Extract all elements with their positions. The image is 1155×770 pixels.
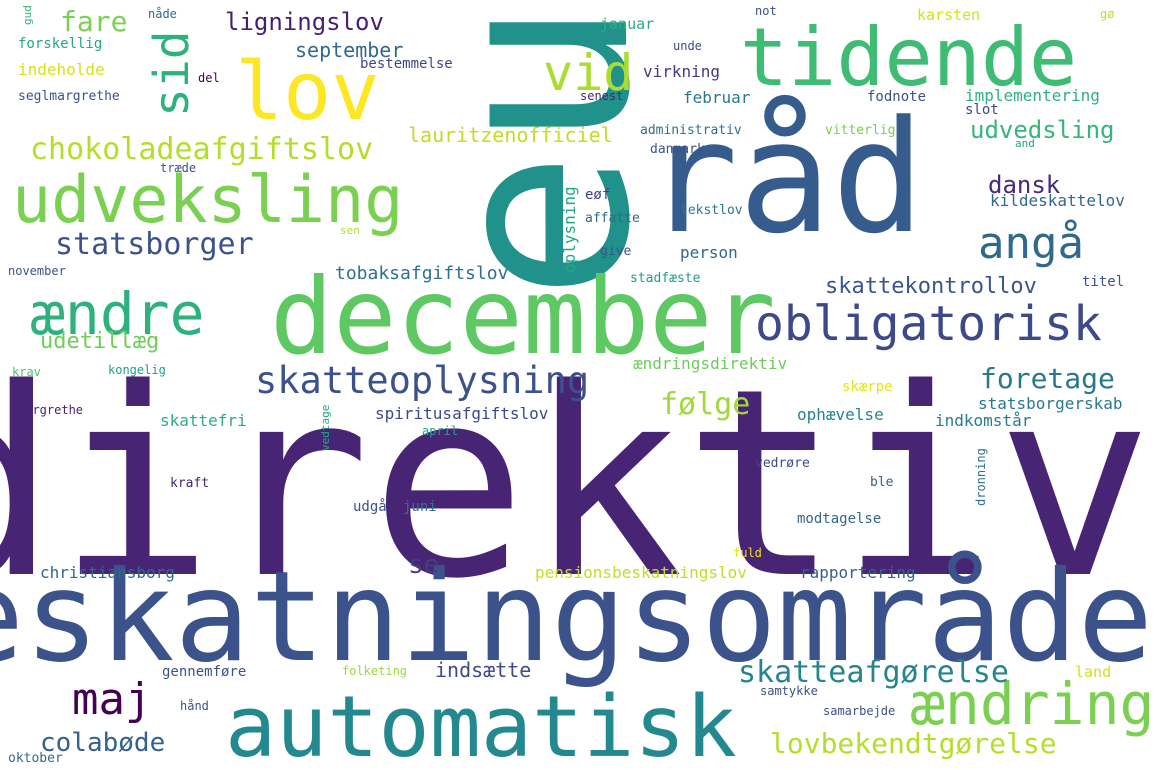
word-april: april <box>422 424 459 438</box>
word-maj: maj <box>72 674 152 725</box>
word-udgaa: udgå <box>353 499 387 515</box>
word-ble: ble <box>870 475 894 490</box>
word-senest: senest <box>580 89 624 103</box>
word-not: not <box>755 4 777 18</box>
word-obligatorisk: obligatorisk <box>755 296 1102 352</box>
word-se: se <box>408 550 440 580</box>
word-fodnote: fodnote <box>867 89 927 105</box>
word-folketing: folketing <box>342 664 408 678</box>
word-skaerpe: skærpe <box>842 379 893 395</box>
word-skatteafgoerelse: skatteafgørelse <box>738 655 1009 690</box>
word-februar: februar <box>683 88 751 107</box>
word-tekstlov: tekstlov <box>680 203 743 218</box>
word-sen: sen <box>340 224 360 237</box>
word-eoef: eøf <box>585 187 611 203</box>
word-danmark: danmark <box>650 142 705 157</box>
word-kraft: kraft <box>170 476 210 491</box>
word-gud: gud <box>21 5 34 25</box>
word-stadfaeste: stadfæste <box>630 271 701 286</box>
word-juni: juni <box>403 499 437 515</box>
word-gennemfoere: gennemføre <box>162 664 247 680</box>
word-pensionsbeskatningslov: pensionsbeskatningslov <box>535 563 747 582</box>
word-indsaette: indsætte <box>435 658 532 682</box>
word-dronning: dronning <box>974 448 988 506</box>
word-chokoladeafgiftslov: chokoladeafgiftslov <box>30 132 374 167</box>
word-titel: titel <box>1082 274 1125 290</box>
word-goe: gø <box>1100 7 1115 21</box>
word-angaa: angå <box>978 218 1084 269</box>
word-forskellig: forskellig <box>18 36 103 52</box>
word-januar: januar <box>600 15 655 33</box>
word-aendre: ændre <box>30 280 205 348</box>
word-september: september <box>295 38 404 62</box>
word-ligningslov: ligningslov <box>225 8 384 36</box>
word-del: del <box>198 71 220 85</box>
word-oktober: oktober <box>8 751 63 766</box>
word-samtykke: samtykke <box>760 684 818 698</box>
word-karsten: karsten <box>917 6 981 24</box>
word-vid: vid <box>543 44 634 102</box>
word-dansk: dansk <box>988 171 1061 199</box>
word-lovbekendtgoerelse: lovbekendtgørelse <box>770 727 1057 760</box>
word-haand: hånd <box>180 699 209 713</box>
word-unde: unde <box>673 39 702 53</box>
word-udvedsling: udvedsling <box>970 116 1115 144</box>
word-sid: sid <box>144 30 200 117</box>
word-affatte: affatte <box>585 211 640 226</box>
word-beskatningsomraade: beskatningsområde <box>0 545 1153 690</box>
word-skattekontrollov: skattekontrollov <box>825 274 1037 299</box>
word-oplysning: oplysning <box>560 186 579 273</box>
word-udetillaeg: udetillæg <box>40 329 160 354</box>
word-give: give <box>600 244 632 259</box>
word-implementering: implementering <box>965 86 1100 105</box>
word-statsborger: statsborger <box>55 227 254 262</box>
word-aendring: ændring <box>910 670 1155 738</box>
word-colaboede: colabøde <box>40 728 166 758</box>
word-seglmargrethe: seglmargrethe <box>18 89 120 104</box>
word-automatisk: automatisk <box>225 678 737 770</box>
word-december: december <box>270 256 776 378</box>
word-tobaksafgiftslov: tobaksafgiftslov <box>335 263 509 284</box>
word-lov: lov <box>235 45 380 138</box>
word-bestemmelse: bestemmelse <box>360 56 453 72</box>
word-traede: træde <box>160 161 197 175</box>
word-foelge: følge <box>660 387 751 422</box>
word-indkomstaar: indkomstår <box>935 411 1032 430</box>
word-skattefri: skattefri <box>160 411 247 430</box>
word-krav: krav <box>12 365 41 379</box>
word-virkning: virkning <box>643 62 721 81</box>
word-administrativ: administrativ <box>640 123 742 138</box>
word-skatteoplysning: skatteoplysning <box>255 359 590 402</box>
word-person: person <box>680 243 738 262</box>
word-rapportering: rapportering <box>800 563 916 582</box>
word-tidende: tidende <box>740 11 1078 104</box>
word-slot: slot <box>965 102 999 118</box>
word-vedroere: vedrøre <box>755 456 810 471</box>
word-foretage: foretage <box>980 362 1115 395</box>
word-kildeskattelov: kildeskattelov <box>990 191 1125 210</box>
word-raad: råd <box>645 87 925 268</box>
word-indeholde: indeholde <box>18 60 105 79</box>
word-aendringsdirektiv: ændringsdirektiv <box>633 354 788 373</box>
word-margrethe: margrethe <box>18 403 84 417</box>
word-spiritusafgiftslov: spiritusafgiftslov <box>375 404 549 423</box>
word-vitterlig: vitterlig <box>825 123 896 138</box>
word-udveksling: udveksling <box>12 163 404 238</box>
word-statsborgerskab: statsborgerskab <box>978 394 1123 413</box>
word-direktiv: direktiv <box>0 334 1153 636</box>
word-modtagelse: modtagelse <box>797 511 882 527</box>
word-fare: fare <box>60 5 128 38</box>
word-and: and <box>1015 137 1035 150</box>
word-christiansborg: christiansborg <box>40 563 175 582</box>
word-kongelig: kongelig <box>108 363 166 377</box>
word-land: land <box>1075 663 1112 681</box>
word-ophaevelse: ophævelse <box>797 405 884 424</box>
word-lauritzenofficiel: lauritzenofficiel <box>408 123 613 147</box>
word-november: november <box>8 264 66 278</box>
word-fuld: fuld <box>733 546 762 560</box>
word-vedtage: vedtage <box>319 404 332 451</box>
word-naade: nåde <box>148 7 177 21</box>
word-samarbejde: samarbejde <box>823 704 896 718</box>
